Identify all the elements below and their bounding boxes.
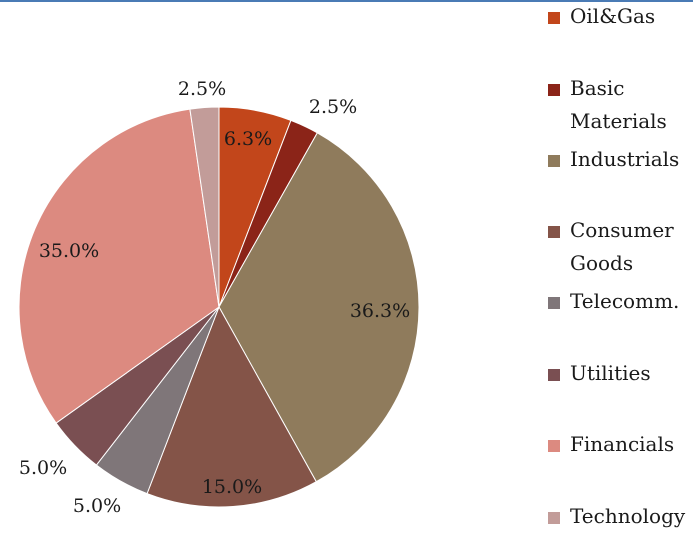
legend-label-utilities: Utilities (570, 361, 651, 385)
data-label-basic-materials: 2.5% (309, 96, 357, 118)
pie-slice-consumer-goods (146, 305, 317, 508)
legend-label-telecomm: Telecomm. (570, 289, 680, 313)
data-label-consumer-goods: 15.0% (202, 476, 262, 498)
legend-label-oil-gas: Oil&Gas (570, 4, 656, 28)
legend-swatch-utilities (548, 369, 560, 381)
data-label-telecomm: 5.0% (73, 495, 121, 517)
legend-item-consumer-goods: Consumer Goods (548, 218, 692, 280)
legend-item-utilities: Utilities (548, 361, 692, 390)
legend-swatch-basic-materials (548, 84, 560, 96)
data-label-technology: 2.5% (178, 78, 226, 100)
pie-slice-industrials (218, 132, 420, 483)
data-label-financials: 35.0% (39, 240, 99, 262)
legend-label-consumer-goods: Consumer Goods (570, 218, 674, 275)
legend-label-basic-materials: Basic Materials (570, 76, 667, 133)
legend-swatch-consumer-goods (548, 226, 560, 238)
top-border (0, 0, 693, 2)
data-label-industrials: 36.3% (350, 300, 410, 322)
legend-swatch-oil-gas (548, 12, 560, 24)
legend-item-industrials: Industrials (548, 147, 692, 176)
legend-item-telecomm: Telecomm. (548, 289, 692, 318)
legend-swatch-industrials (548, 155, 560, 167)
pie-slice-financials (18, 108, 220, 424)
legend-item-financials: Financials (548, 432, 692, 461)
data-label-oil-gas: 6.3% (224, 128, 272, 150)
legend-swatch-technology (548, 512, 560, 524)
data-label-utilities: 5.0% (19, 457, 67, 479)
pie-slice-technology (189, 106, 220, 308)
legend: Oil&Gas Basic Materials Industrials Cons… (548, 0, 693, 541)
legend-label-technology: Technology (570, 504, 686, 528)
legend-label-financials: Financials (570, 432, 675, 456)
legend-label-industrials: Industrials (570, 147, 680, 171)
legend-swatch-financials (548, 440, 560, 452)
legend-swatch-telecomm (548, 297, 560, 309)
legend-item-technology: Technology (548, 504, 692, 533)
legend-item-oil-gas: Oil&Gas (548, 4, 692, 33)
legend-item-basic-materials: Basic Materials (548, 76, 692, 138)
